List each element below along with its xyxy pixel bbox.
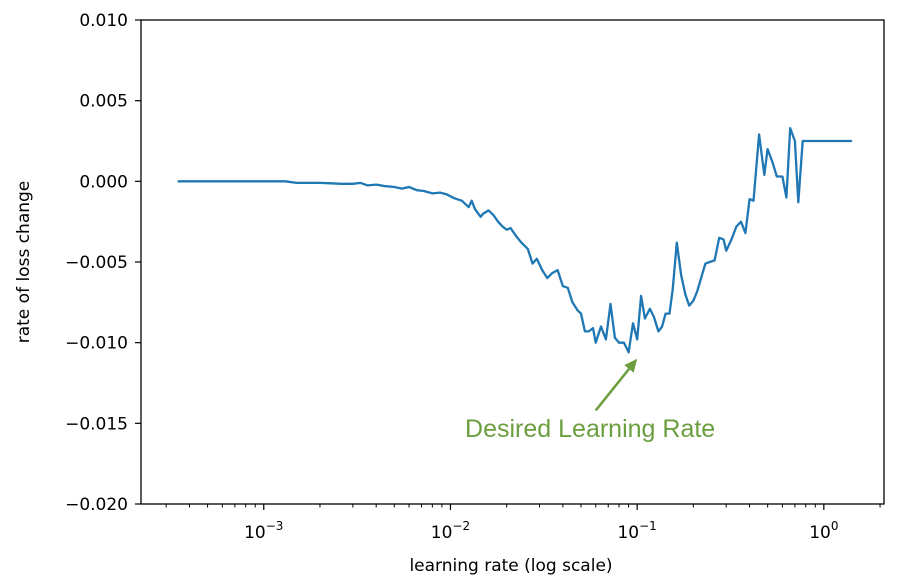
- x-tick-base: 10: [244, 523, 266, 543]
- x-tick-base: 10: [809, 523, 831, 543]
- x-tick-label: 100: [809, 519, 838, 543]
- x-tick-exponent: −3: [266, 519, 284, 533]
- y-tick-label: −0.010: [65, 334, 128, 354]
- x-tick-exponent: −2: [452, 519, 470, 533]
- y-tick-label: 0.000: [79, 172, 128, 192]
- x-tick-exponent: 0: [831, 519, 839, 533]
- y-axis-title: rate of loss change: [14, 181, 34, 344]
- x-axis-ticks: 10−3 10−2 10−1 100: [165, 504, 881, 543]
- series-layer: [177, 126, 853, 354]
- x-tick-label: 10−2: [431, 519, 470, 543]
- x-axis-title: learning rate (log scale): [409, 556, 612, 576]
- x-tick-exponent: −1: [639, 519, 657, 533]
- y-tick-label: −0.005: [65, 253, 128, 273]
- annotation-layer: Desired Learning Rate: [465, 358, 715, 443]
- annotation-arrow-head: [624, 358, 638, 373]
- x-tick-label: 10−1: [617, 519, 656, 543]
- x-tick-label: 10−3: [244, 519, 283, 543]
- series-line: [177, 126, 853, 354]
- y-tick-label: 0.005: [79, 92, 128, 112]
- x-tick-base: 10: [431, 523, 453, 543]
- annotation-label: Desired Learning Rate: [465, 415, 715, 443]
- y-axis-ticks: 0.010 0.005 0.000 −0.005 −0.010 −0.015 −0.020: [65, 11, 141, 515]
- y-tick-label: −0.020: [65, 495, 128, 515]
- y-tick-label: −0.015: [65, 414, 128, 434]
- x-tick-base: 10: [617, 523, 639, 543]
- y-tick-label: 0.010: [79, 11, 128, 31]
- annotation-arrow-shaft: [594, 368, 630, 412]
